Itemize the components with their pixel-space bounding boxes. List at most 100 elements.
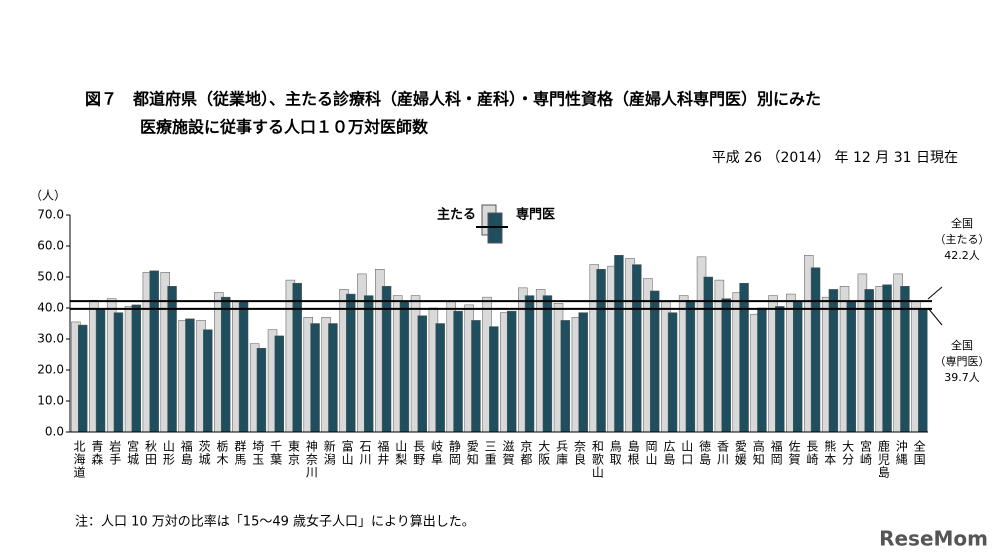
bar [578, 312, 588, 433]
y-tick-label: 20.0 [37, 363, 64, 377]
bar [739, 282, 749, 433]
annotation: （専門医） [935, 355, 990, 368]
x-tick-label: 秋田 [143, 440, 157, 466]
x-tick-label: 三重 [483, 440, 497, 466]
bar [274, 335, 285, 433]
x-tick-label: 宮崎 [858, 439, 872, 466]
x-tick-label: 鹿児島 [876, 439, 890, 479]
bar [399, 301, 410, 433]
x-tick-label: 静岡 [447, 440, 461, 466]
bar [220, 296, 231, 433]
x-tick-label: 北海道 [72, 440, 86, 479]
bar [649, 290, 660, 433]
bar [506, 310, 517, 433]
bar [828, 289, 839, 433]
bar [238, 301, 249, 433]
annotation: （主たる） [935, 233, 990, 246]
x-tick-label: 群馬 [233, 440, 247, 466]
bar [524, 295, 535, 433]
x-tick-label: 茨城 [197, 440, 211, 466]
y-tick-label: 50.0 [37, 270, 64, 284]
chart-title: 図７ 都道府県（従業地）、主たる診療科（産婦人科・産科）・専門性資格（産婦人科専… [85, 90, 821, 109]
x-tick-label: 大阪 [537, 440, 551, 466]
x-tick-label: 岩手 [108, 439, 122, 466]
x-tick-label: 岡山 [644, 440, 658, 466]
x-tick-label: 奈良 [572, 440, 586, 466]
x-tick-label: 東京 [286, 440, 300, 466]
x-tick-label: 京都 [519, 440, 533, 466]
x-tick-label: 沖縄 [894, 440, 908, 466]
subtitle: 平成 26 （2014） 年 12 月 31 日現在 [712, 150, 958, 166]
bar [95, 309, 106, 433]
bar [775, 306, 785, 433]
chart-title: 医療施設に従事する人口１０万対医師数 [140, 118, 429, 137]
bar [685, 300, 696, 433]
x-tick-label: 大分 [841, 440, 855, 466]
x-tick-label: 新潟 [322, 439, 336, 466]
bar [721, 298, 731, 433]
bar [792, 301, 803, 433]
bar [632, 264, 642, 433]
x-tick-label: 福島 [179, 439, 193, 466]
x-tick-label: 福岡 [769, 439, 783, 466]
x-tick-label: 香川 [715, 440, 729, 466]
legend-label: 専門医 [516, 207, 555, 223]
x-tick-label: 長崎 [805, 440, 819, 466]
bar [203, 329, 213, 433]
bar [471, 320, 481, 433]
x-tick-label: 福井 [376, 439, 390, 466]
y-tick-label: 40.0 [37, 301, 64, 315]
bar [363, 295, 374, 433]
bar [453, 310, 463, 433]
x-tick-label: 愛知 [465, 440, 479, 466]
x-tick-label: 富山 [340, 439, 354, 466]
x-tick-label: 青森 [90, 440, 104, 466]
x-tick-label: 鳥取 [608, 439, 622, 466]
x-tick-label: 山形 [161, 440, 175, 466]
bar [614, 255, 624, 433]
x-tick-label: 佐賀 [787, 440, 801, 466]
bar [864, 289, 874, 433]
bar [489, 326, 499, 433]
annotation: 42.2人 [944, 249, 980, 262]
x-tick-label: 兵庫 [555, 440, 569, 466]
note: 注：人口 10 万対の比率は「15～49 歳女子人口」により算出した。 [75, 514, 475, 530]
x-tick-label: 山梨 [394, 440, 408, 466]
bar [113, 312, 124, 433]
x-tick-label: 千葉 [269, 440, 283, 466]
x-tick-label: 石川 [358, 440, 372, 466]
x-tick-label: 岐阜 [429, 440, 443, 466]
x-tick-label: 高知 [751, 439, 765, 466]
y-axis-label: （人） [30, 189, 66, 203]
y-tick-label: 10.0 [37, 394, 64, 408]
x-tick-label: 神奈川 [304, 440, 318, 479]
bar [596, 269, 606, 433]
x-tick-label: 全国 [912, 439, 926, 466]
leader-line [927, 307, 943, 326]
x-tick-label: 栃木 [215, 440, 229, 466]
bar [560, 320, 571, 433]
legend-label: 主たる [437, 207, 476, 223]
x-tick-label: 広島 [662, 440, 676, 466]
bar [846, 301, 857, 433]
bar [435, 323, 445, 433]
bar [149, 270, 159, 433]
bar [667, 312, 678, 433]
x-tick-label: 愛媛 [733, 440, 747, 466]
bar [346, 293, 356, 433]
x-tick-label: 熊本 [823, 439, 837, 466]
y-tick-label: 60.0 [37, 239, 64, 253]
bar [131, 304, 142, 433]
bar [757, 307, 767, 433]
bar [882, 284, 892, 433]
bar [918, 308, 928, 433]
x-tick-label: 滋賀 [501, 440, 515, 466]
x-tick-label: 埼玉 [251, 440, 265, 466]
x-tick-label: 徳島 [698, 439, 712, 466]
bar [292, 282, 302, 433]
y-tick-label: 30.0 [37, 332, 64, 346]
bar [417, 315, 428, 433]
x-tick-label: 島根 [626, 439, 640, 466]
bar [328, 323, 338, 433]
